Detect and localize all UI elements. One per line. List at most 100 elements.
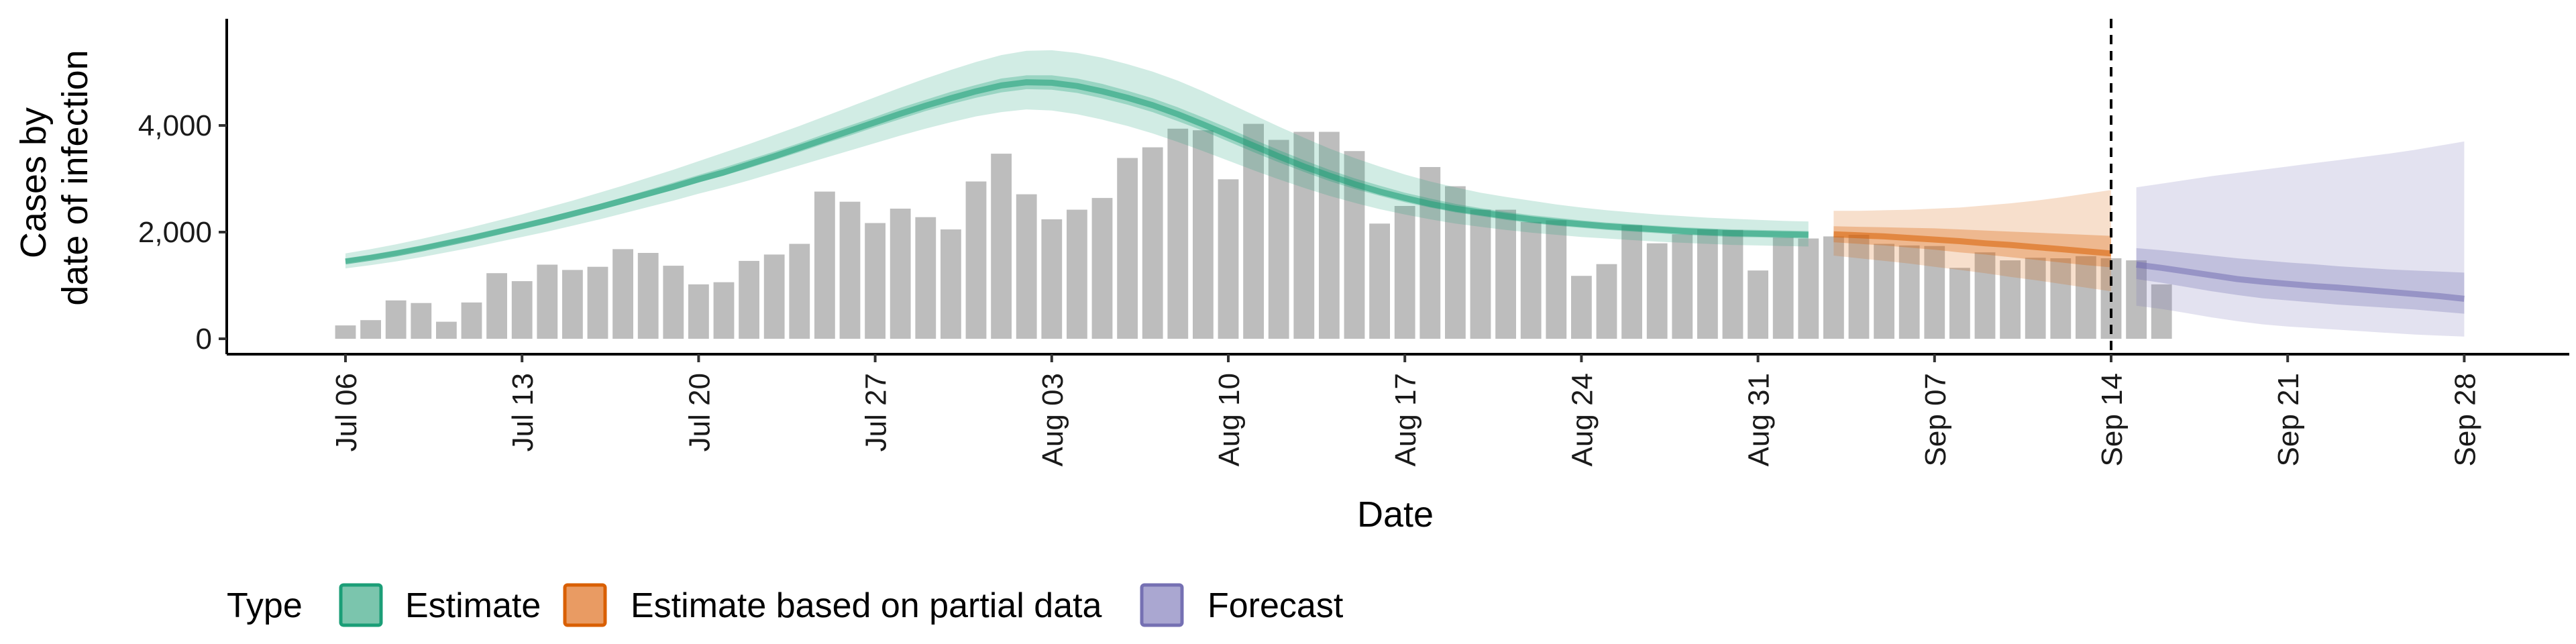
bar bbox=[1874, 244, 1894, 339]
band-outer-forecast bbox=[2136, 141, 2465, 337]
y-ticks: 0 2,000 4,000 bbox=[138, 109, 227, 356]
y-axis-title-line-1: Cases by bbox=[13, 107, 54, 258]
bar bbox=[713, 282, 735, 339]
bar bbox=[436, 321, 457, 339]
bar bbox=[965, 181, 987, 339]
y-tick-label: 4,000 bbox=[138, 109, 212, 142]
median-line-forecast bbox=[2136, 262, 2465, 302]
bar bbox=[1571, 276, 1592, 339]
bar bbox=[1596, 264, 1617, 339]
x-tick-label: Aug 31 bbox=[1743, 373, 1776, 466]
x-tick-label: Jul 06 bbox=[330, 373, 363, 451]
median-line-estimate-based-on-partial-data bbox=[1833, 231, 2112, 257]
bar bbox=[789, 244, 810, 339]
bar bbox=[2000, 260, 2021, 339]
bands-layer bbox=[345, 50, 2465, 337]
bar bbox=[1798, 238, 1819, 339]
legend-label-forecast: Forecast bbox=[1208, 586, 1344, 625]
x-tick-label: Sep 21 bbox=[2272, 373, 2305, 466]
bar bbox=[1898, 245, 1920, 339]
x-tick-label: Aug 24 bbox=[1566, 373, 1599, 466]
bar bbox=[890, 209, 911, 339]
bar bbox=[1848, 235, 1870, 339]
legend-swatch-forecast bbox=[1140, 583, 1184, 627]
bar bbox=[865, 223, 885, 339]
bar bbox=[461, 302, 482, 339]
bar bbox=[1823, 236, 1844, 339]
bar bbox=[739, 260, 759, 339]
bar bbox=[1722, 229, 1743, 339]
band-outer-estimate bbox=[345, 50, 1809, 269]
bar bbox=[1672, 234, 1693, 339]
y-axis-title-line-2: date of infection bbox=[55, 50, 95, 305]
x-tick-label: Aug 10 bbox=[1213, 373, 1246, 466]
bar bbox=[2025, 258, 2046, 339]
x-tick-label: Jul 27 bbox=[860, 373, 893, 451]
bar bbox=[941, 229, 961, 339]
bar bbox=[1495, 209, 1516, 339]
bar bbox=[1167, 128, 1189, 339]
x-ticks: Jul 06 Jul 13 Jul 20 Jul 27 Aug 03 Aug 10 Aug … bbox=[330, 354, 2481, 466]
median-line-estimate bbox=[345, 79, 1809, 265]
bar bbox=[688, 284, 709, 339]
bar bbox=[1974, 252, 1996, 339]
x-tick-label: Jul 20 bbox=[683, 373, 716, 451]
y-tick-label: 0 bbox=[196, 323, 212, 356]
bars-layer bbox=[335, 123, 2172, 339]
y-axis-title: Cases by date of infection bbox=[13, 50, 95, 305]
bar bbox=[1419, 167, 1441, 339]
bar bbox=[511, 281, 533, 339]
bar bbox=[1470, 209, 1491, 339]
bar bbox=[637, 253, 659, 339]
bar bbox=[763, 254, 785, 339]
bar bbox=[537, 264, 558, 339]
legend-swatch-partial bbox=[563, 583, 607, 627]
x-tick-label: Aug 17 bbox=[1389, 373, 1422, 466]
legend-title: Type bbox=[227, 586, 303, 625]
bar bbox=[335, 325, 356, 339]
x-axis-title: Date bbox=[1357, 494, 1434, 535]
bar bbox=[663, 266, 684, 339]
bar bbox=[1621, 225, 1642, 339]
band-inner-forecast bbox=[2136, 248, 2465, 314]
bar bbox=[1646, 243, 1668, 339]
bar bbox=[562, 270, 583, 339]
y-tick-label: 2,000 bbox=[138, 216, 212, 249]
x-tick-label: Aug 03 bbox=[1036, 373, 1069, 466]
bar bbox=[411, 303, 432, 339]
bar bbox=[1949, 268, 1970, 339]
bar bbox=[1142, 147, 1163, 339]
bar bbox=[1319, 131, 1340, 339]
bar bbox=[1697, 229, 1718, 339]
bar bbox=[1218, 179, 1239, 339]
bar bbox=[1041, 219, 1063, 339]
bar bbox=[1091, 198, 1113, 339]
bar bbox=[915, 217, 936, 339]
legend: Type Estimate Estimate based on partial … bbox=[227, 583, 1344, 627]
x-tick-label: Sep 07 bbox=[1919, 373, 1952, 466]
bar bbox=[486, 273, 507, 339]
bar bbox=[2126, 260, 2147, 339]
x-tick-label: Sep 28 bbox=[2449, 373, 2481, 466]
bar bbox=[2050, 258, 2072, 339]
legend-swatch-estimate bbox=[339, 583, 383, 627]
bar bbox=[1193, 130, 1214, 339]
bar bbox=[839, 201, 861, 339]
bar bbox=[1117, 158, 1138, 339]
bar bbox=[1243, 123, 1264, 339]
bar bbox=[587, 266, 608, 339]
bar bbox=[991, 154, 1012, 339]
bar bbox=[2076, 256, 2096, 339]
bar bbox=[2151, 284, 2172, 339]
bar bbox=[1268, 140, 1289, 339]
bar bbox=[1394, 206, 1415, 339]
legend-label-estimate: Estimate bbox=[405, 586, 541, 625]
x-tick-label: Sep 14 bbox=[2096, 373, 2129, 466]
bar bbox=[814, 191, 835, 339]
bar bbox=[1369, 223, 1390, 339]
bar bbox=[1520, 221, 1542, 339]
bar bbox=[1016, 194, 1037, 339]
bar bbox=[1546, 220, 1567, 339]
bar bbox=[385, 300, 407, 339]
